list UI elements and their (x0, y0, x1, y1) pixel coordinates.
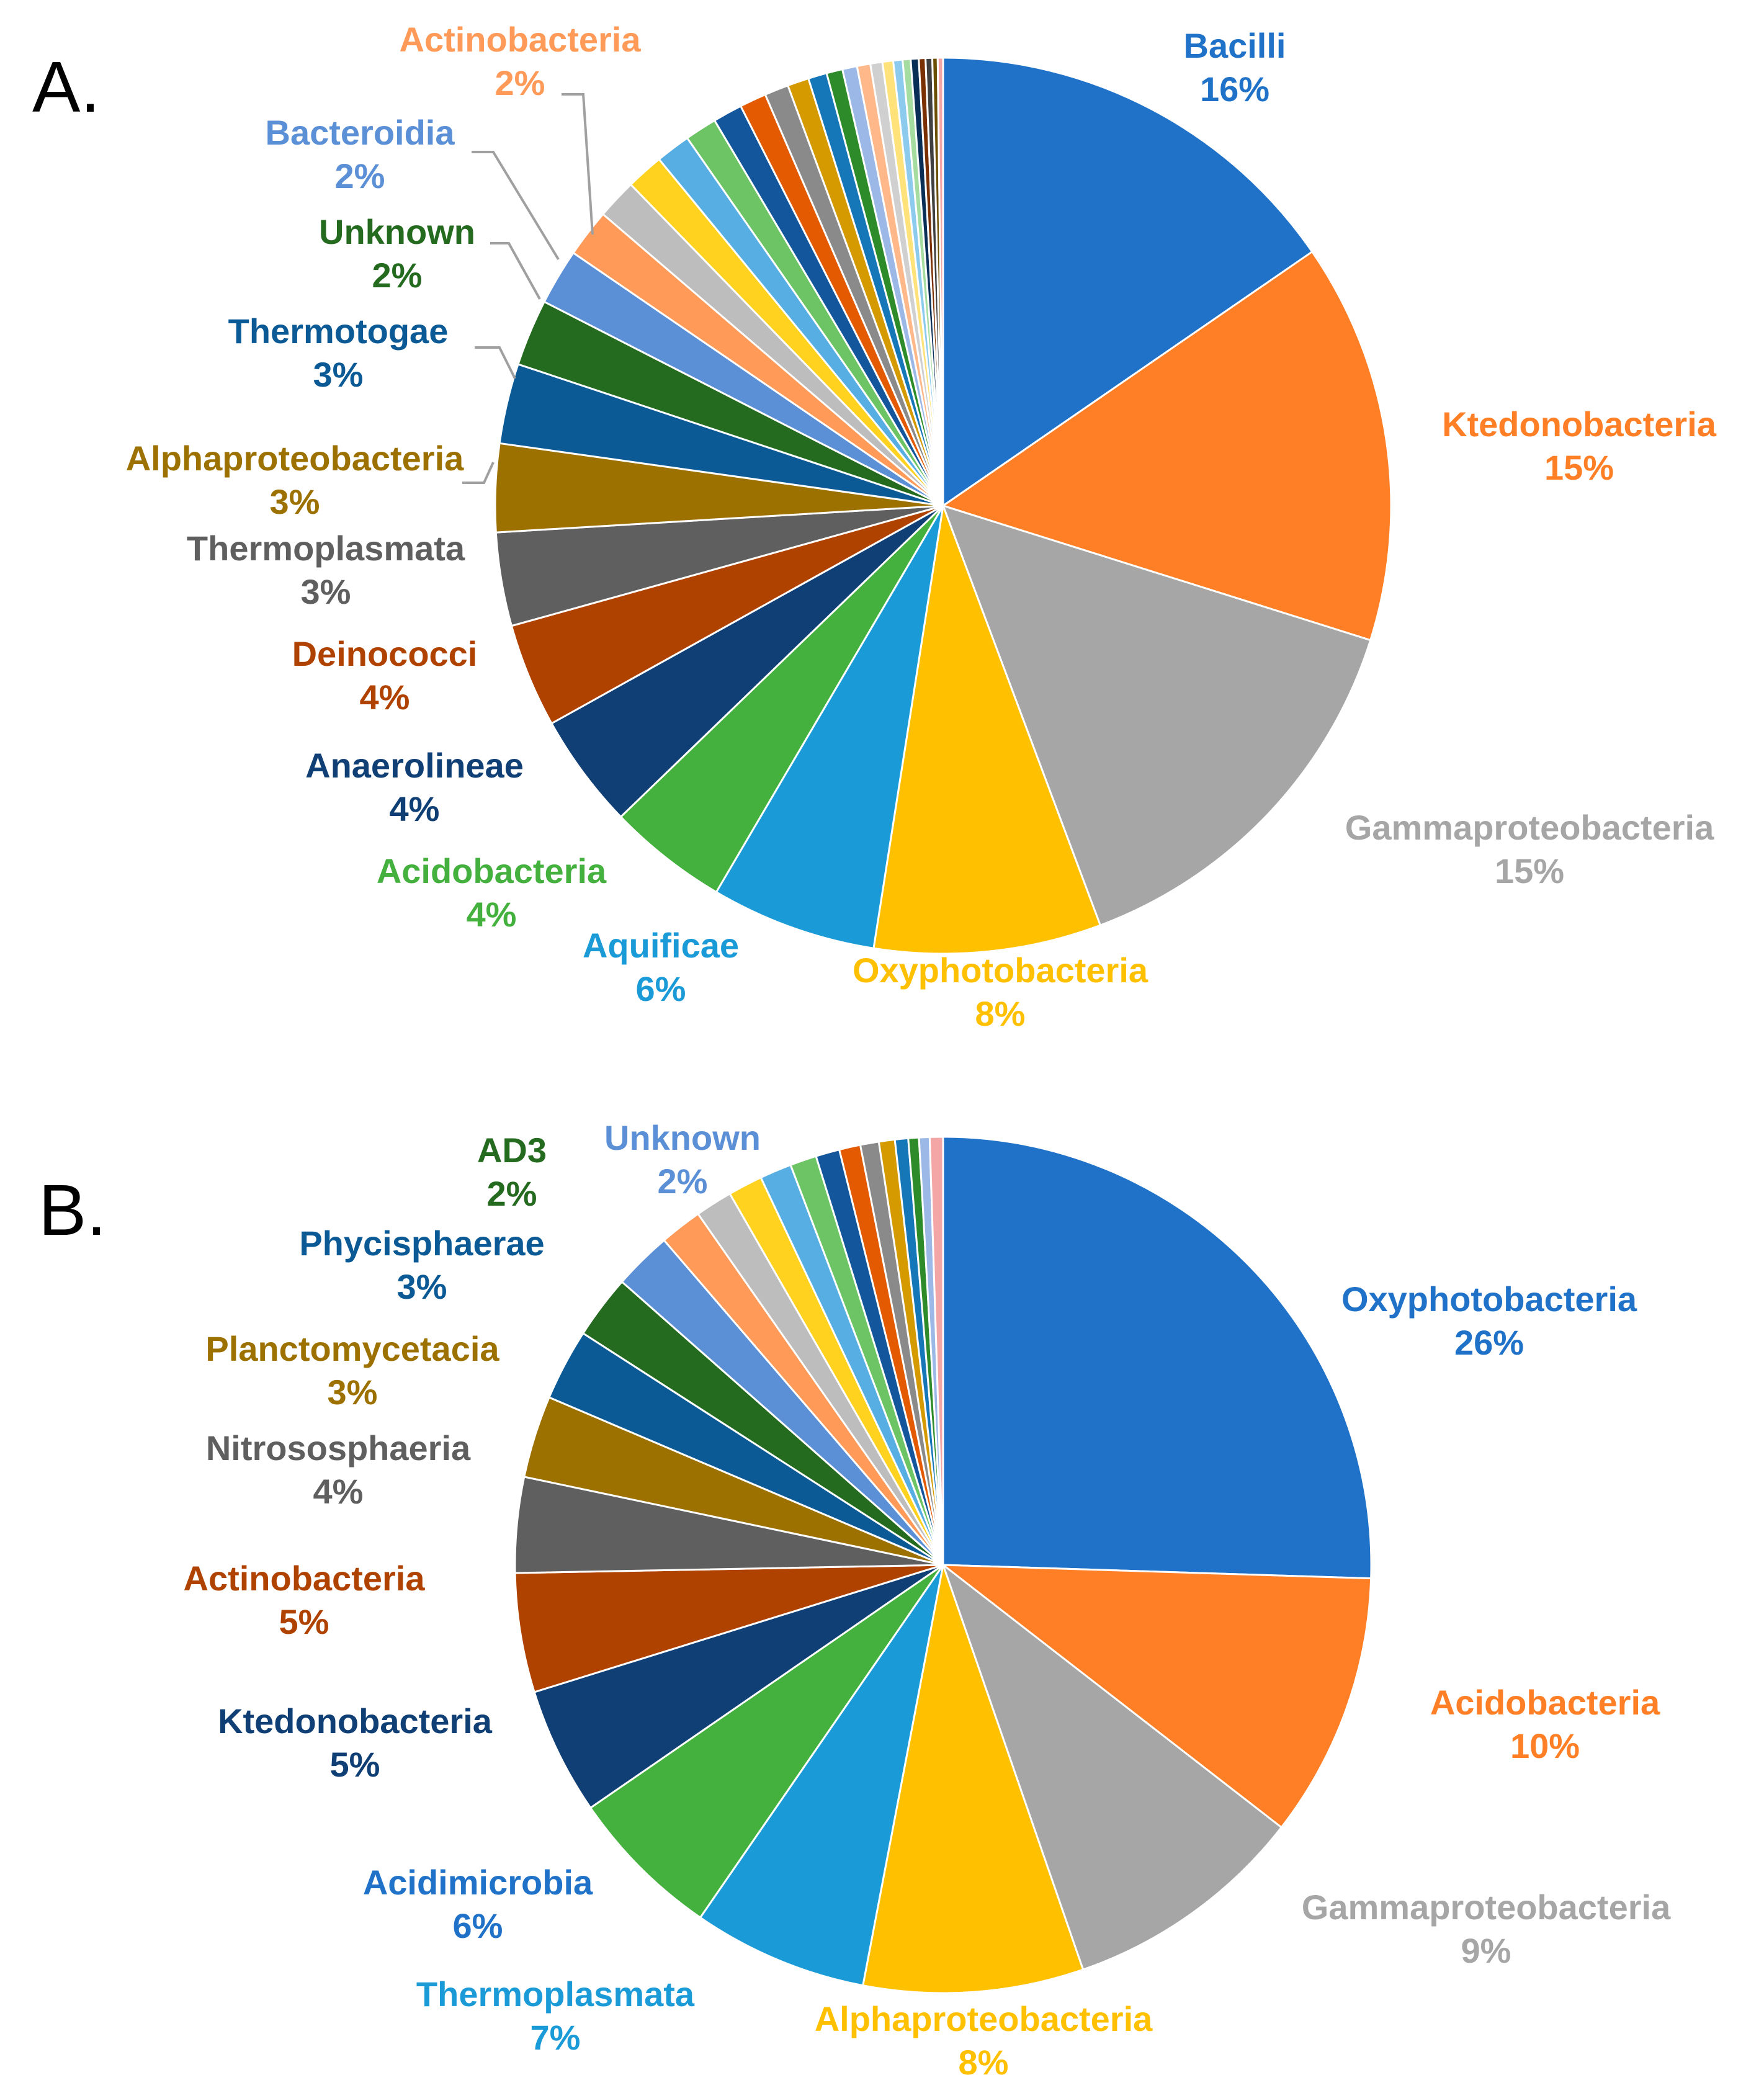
label-alphaproteobacteria-b: Alphaproteobacteria (815, 1999, 1153, 2038)
pie-a-leader-lines (462, 93, 594, 484)
pie-b-slice-ktedonobacteria (533, 1564, 944, 1809)
leader-line-bacteroidia-a (472, 151, 560, 261)
pie-b-slice-acidimicrobia (589, 1564, 944, 1919)
pie-a-slice-anaerolineae (550, 504, 944, 818)
pct-unknown-b: 2% (658, 1162, 708, 1201)
pie-a-slice-acidobacteria (619, 504, 944, 894)
pct-bacilli-a: 16% (1200, 69, 1269, 109)
label-thermotogae-a: Thermotogae (228, 311, 449, 351)
label-deinococci-a: Deinococci (292, 634, 478, 673)
panel-a-letter: A. (32, 47, 101, 127)
pie-a-slice-aquificae (715, 504, 944, 949)
pct-phycisphaerae-b: 3% (397, 1267, 447, 1306)
label-anaerolineae-a: Anaerolineae (305, 746, 524, 785)
pct-unknown-a: 2% (372, 256, 423, 295)
pct-thermotogae-a: 3% (313, 355, 364, 394)
pct-acidobacteria-a: 4% (467, 895, 517, 934)
pie-b-slice-thermoplasmata (699, 1564, 944, 1987)
pie-a-labels: Bacilli 16% Ktedonobacteria 15% Gammapro… (126, 20, 1717, 1033)
pct-aquificae-a: 6% (636, 969, 686, 1008)
label-oxyphotobacteria-b: Oxyphotobacteria (1341, 1280, 1637, 1319)
panel-b-letter: B. (38, 1170, 107, 1250)
label-acidobacteria-a: Acidobacteria (377, 851, 607, 890)
leader-line-actinobacteria-a (562, 93, 594, 235)
pct-acidobacteria-b: 10% (1510, 1726, 1580, 1765)
pie-b-slice-gammaproteobacteria (942, 1564, 1283, 1971)
label-bacteroidia-a: Bacteroidia (266, 113, 455, 152)
pie-b-labels: Oxyphotobacteria 26% Acidobacteria 10% G… (184, 1118, 1672, 2082)
label-ad3-b: AD3 (477, 1131, 547, 1170)
pct-planctomycetacia-b: 3% (328, 1373, 378, 1412)
label-actinobacteria-a: Actinobacteria (400, 20, 642, 59)
pct-bacteroidia-a: 2% (335, 156, 385, 195)
pct-oxyphotobacteria-b: 26% (1454, 1323, 1524, 1362)
pie-b-slice-other-26 (928, 1136, 944, 1566)
panel-b: B. Oxyphotobacteria 26% Acidobacteria 10… (38, 1118, 1671, 2082)
pct-gammaproteobacteria-b: 9% (1461, 1931, 1511, 1970)
pie-b-slice-oxyphotobacteria (942, 1136, 1372, 1580)
label-acidimicrobia-b: Acidimicrobia (363, 1863, 593, 1902)
pie-a-slice-gammaproteobacteria (942, 504, 1372, 926)
pie-a-slice-bacilli (942, 56, 1314, 507)
label-thermoplasmata-b: Thermoplasmata (416, 1974, 695, 2014)
label-ktedonobacteria-a: Ktedonobacteria (1442, 405, 1717, 444)
label-acidobacteria-b: Acidobacteria (1430, 1683, 1660, 1722)
pie-a-slices (494, 56, 1392, 955)
pct-ad3-b: 2% (487, 1174, 537, 1213)
label-oxyphotobacteria-a: Oxyphotobacteria (853, 951, 1148, 990)
pct-thermoplasmata-a: 3% (301, 572, 351, 611)
pct-oxyphotobacteria-a: 8% (975, 994, 1026, 1033)
panel-a: A. Bacilli 16% Ktedonobacteria 15% Gamma… (32, 20, 1717, 1033)
label-phycisphaerae-b: Phycisphaerae (299, 1224, 544, 1263)
pie-a-slice-oxyphotobacteria (872, 504, 1101, 955)
leader-line-alphaproteobacteria-a (462, 462, 495, 484)
pct-alphaproteobacteria-b: 8% (959, 2043, 1009, 2082)
leader-line-unknown-a (490, 242, 541, 300)
label-unknown-b: Unknown (604, 1118, 761, 1157)
pie-b-slices (514, 1136, 1372, 1994)
pie-b-slice-actinobacteria (514, 1564, 944, 1693)
pct-acidimicrobia-b: 6% (453, 1906, 503, 1945)
label-thermoplasmata-a: Thermoplasmata (187, 529, 465, 568)
pct-ktedonobacteria-b: 5% (330, 1745, 380, 1784)
pct-actinobacteria-a: 2% (495, 63, 545, 102)
pie-a-slice-other-35 (936, 56, 944, 507)
label-gammaproteobacteria-b: Gammaproteobacteria (1302, 1888, 1671, 1927)
label-gammaproteobacteria-a: Gammaproteobacteria (1345, 808, 1714, 847)
pct-gammaproteobacteria-a: 15% (1495, 851, 1564, 890)
leader-line-thermotogae-a (475, 346, 516, 379)
pie-b-slice-alphaproteobacteria (862, 1564, 1085, 1994)
pct-alphaproteobacteria-a: 3% (270, 482, 320, 521)
pct-deinococci-a: 4% (360, 678, 410, 717)
label-bacilli-a: Bacilli (1184, 26, 1286, 65)
pct-anaerolineae-a: 4% (390, 789, 440, 828)
label-planctomycetacia-b: Planctomycetacia (205, 1329, 499, 1368)
label-aquificae-a: Aquificae (583, 926, 739, 965)
pct-ktedonobacteria-a: 15% (1544, 448, 1614, 487)
label-nitrososphaeria-b: Nitrososphaeria (206, 1428, 471, 1468)
pct-nitrososphaeria-b: 4% (313, 1472, 364, 1511)
pct-thermoplasmata-b: 7% (531, 2018, 581, 2057)
label-unknown-a: Unknown (319, 212, 475, 251)
pct-actinobacteria-b: 5% (279, 1602, 329, 1641)
pie-b-slice-acidobacteria (942, 1564, 1372, 1829)
label-actinobacteria-b: Actinobacteria (184, 1559, 426, 1598)
pie-a-slice-ktedonobacteria (942, 251, 1392, 642)
label-ktedonobacteria-b: Ktedonobacteria (218, 1701, 493, 1741)
label-alphaproteobacteria-a: Alphaproteobacteria (126, 439, 464, 478)
